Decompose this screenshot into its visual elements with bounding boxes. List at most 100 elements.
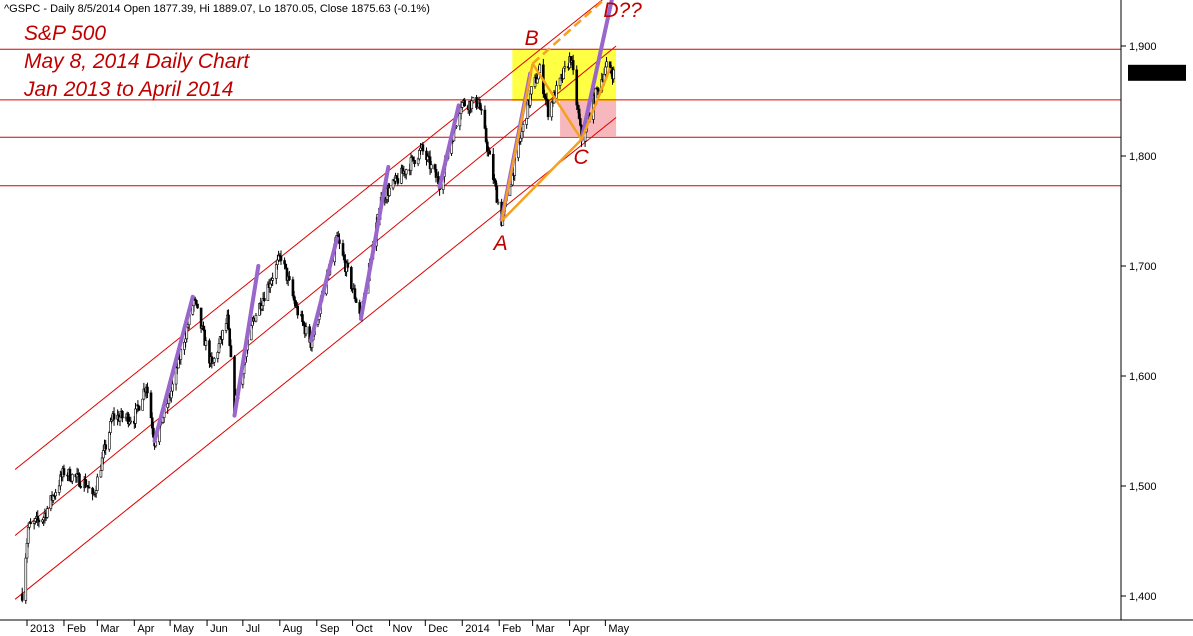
- candle-body-200: [354, 298, 358, 303]
- candle-body-245: [429, 164, 433, 170]
- candle-body-75: [146, 386, 149, 394]
- candle-body-157: [284, 263, 288, 269]
- horizontal-levels-layer: [0, 48, 1121, 187]
- candle-body-170: [304, 326, 308, 335]
- candle-body-145: [263, 297, 266, 302]
- candle-body-334: [579, 118, 582, 126]
- candle-body-270: [471, 97, 475, 102]
- candle-body-165: [296, 305, 299, 316]
- x-tick-label-1: Feb: [67, 623, 86, 635]
- swing-line-6: [579, 0, 614, 142]
- last-price-label: 1,875.63: [1132, 68, 1175, 80]
- candle-body-105: [196, 303, 199, 309]
- candle-body-190: [338, 239, 341, 244]
- x-tick-label-11: Dec: [428, 623, 448, 635]
- y-tick-label-5: 1,900: [1129, 41, 1157, 53]
- y-tick-label-3: 1,700: [1129, 261, 1157, 273]
- pattern-line-1: [531, 62, 583, 141]
- x-tick-label-8: Sep: [320, 623, 340, 635]
- point-label-b: B: [524, 26, 539, 50]
- candle-body-280: [488, 150, 491, 155]
- candle-body-115: [212, 358, 216, 363]
- candle-body-160: [288, 276, 291, 281]
- candle-body-350: [605, 61, 608, 68]
- candle-body-167: [301, 314, 304, 323]
- candle-body-305: [530, 86, 533, 95]
- candle-body-70: [137, 405, 141, 411]
- candle-body-330: [571, 60, 575, 71]
- candle-body-0: [20, 593, 24, 601]
- swing-line-4: [437, 103, 461, 189]
- swing-line-0: [152, 294, 195, 443]
- candle-body-320: [555, 85, 558, 99]
- candle-body-354: [612, 69, 616, 80]
- candle-body-308: [536, 78, 539, 84]
- candle-body-156: [283, 260, 286, 265]
- y-tick-label-2: 1,600: [1129, 371, 1157, 383]
- candle-body-310: [538, 64, 542, 73]
- candle-body-220: [388, 187, 391, 196]
- candle-body-195: [346, 262, 350, 268]
- candle-body-104: [195, 300, 198, 305]
- candle-body-46: [99, 470, 103, 478]
- swing-line-3: [358, 165, 391, 321]
- x-tick-label-13: Feb: [502, 623, 521, 635]
- candle-body-123: [227, 314, 230, 330]
- candle-body-240: [421, 144, 425, 152]
- chart-title-line3: Jan 2013 to April 2014: [24, 78, 234, 101]
- candles-layer: [20, 52, 616, 604]
- channel-line-0: [14, 0, 603, 470]
- channel-line-2: [14, 117, 617, 600]
- candle-body-120: [221, 330, 224, 340]
- candle-body-325: [563, 66, 567, 69]
- candle-body-150: [271, 278, 274, 281]
- x-tick-label-16: May: [608, 623, 629, 635]
- candle-body-15: [45, 508, 49, 518]
- point-label-c: C: [573, 146, 589, 170]
- pattern-line-0: [500, 63, 534, 222]
- candle-body-230: [404, 169, 408, 175]
- y-tick-label-4: 1,800: [1129, 151, 1157, 163]
- candle-body-55: [112, 413, 116, 420]
- candle-body-331: [575, 69, 579, 106]
- candle-body-125: [229, 345, 233, 358]
- pattern-line-2: [500, 138, 583, 222]
- candle-body-225: [396, 178, 400, 184]
- candle-body-1: [24, 557, 28, 601]
- x-tick-label-9: Oct: [356, 623, 373, 635]
- candle-body-10: [37, 519, 41, 523]
- candle-body-315: [546, 100, 550, 118]
- candle-body-234: [412, 156, 415, 161]
- point-label-dqq: D??: [603, 0, 642, 22]
- candle-body-45: [96, 476, 99, 491]
- chart-title-line2: May 8, 2014 Daily Chart: [24, 50, 250, 73]
- candle-body-155: [279, 255, 283, 261]
- x-tick-label-12: 2014: [465, 623, 489, 635]
- candle-body-60: [121, 410, 124, 419]
- channel-line-1: [14, 45, 617, 536]
- pattern-line-3: [531, 0, 606, 65]
- candle-body-30: [71, 474, 74, 482]
- x-tick-label-3: Apr: [137, 623, 154, 635]
- swing-lines-layer: [152, 0, 614, 443]
- candle-body-235: [413, 159, 416, 165]
- x-tick-label-14: Mar: [536, 623, 555, 635]
- chart-title-line1: S&P 500: [24, 22, 107, 45]
- candle-body-345: [596, 88, 600, 92]
- last-price-box: [1128, 64, 1186, 81]
- candle-body-110: [204, 340, 208, 346]
- y-tick-label-0: 1,400: [1129, 591, 1157, 603]
- candle-body-140: [254, 314, 258, 322]
- chart-header: ^GSPC - Daily 8/5/2014 Open 1877.39, Hi …: [4, 3, 430, 15]
- x-tick-label-0: 2013: [30, 623, 54, 635]
- candle-body-301: [525, 117, 528, 125]
- candle-body-50: [104, 444, 108, 450]
- y-tick-label-1: 1,500: [1129, 481, 1157, 493]
- candle-body-35: [79, 486, 82, 488]
- candle-body-51: [107, 432, 111, 450]
- x-tick-label-6: Jul: [246, 623, 260, 635]
- candle-body-196: [350, 267, 353, 289]
- point-label-a: A: [493, 232, 508, 256]
